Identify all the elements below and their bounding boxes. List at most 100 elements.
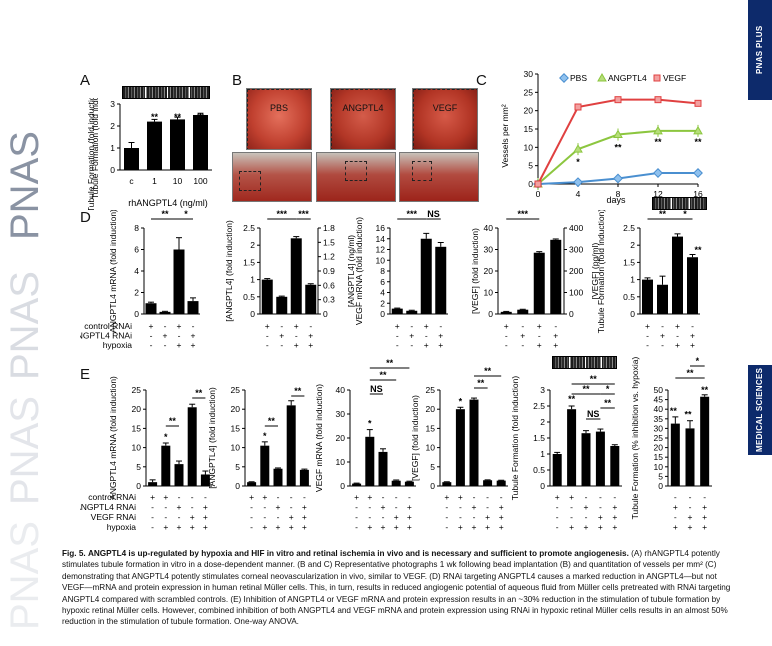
panel-e3-significance: * (368, 419, 372, 429)
chart-a-category-label: c (129, 176, 134, 186)
chart-d1-ytick-label: 0 (134, 309, 139, 319)
panel-d5-condition-sign: - (691, 321, 694, 331)
chart-d3-bar (435, 246, 447, 314)
caption-lead: Fig. 5. (62, 549, 86, 558)
panel-e1-bracket-b-label: ** (195, 388, 203, 398)
panel-e-condition-sign: + (177, 522, 182, 532)
panel-e5-significance: ** (568, 394, 576, 404)
panel-e2-condition-sign: - (250, 502, 253, 512)
panel-e3-condition-sign: + (407, 502, 412, 512)
panel-e4-condition-sign: - (486, 492, 489, 502)
chart-e5-bar (581, 433, 591, 486)
panel-e5-condition-sign: + (598, 512, 603, 522)
panel-d4-condition-sign: + (537, 340, 542, 350)
panel-e5-condition-sign: + (598, 522, 603, 532)
chart-e3-bar (391, 480, 401, 486)
chart-a-bar (193, 115, 208, 170)
chart-e3-ytick-label: 30 (336, 409, 346, 419)
chart-c-ytick-label: 15 (524, 124, 534, 134)
panel-e2-condition-sign: - (263, 502, 266, 512)
chart-d2-y2tick-label: 0.6 (323, 280, 335, 290)
photo-vegf-eye (399, 152, 479, 202)
panel-e3-condition-sign: + (381, 502, 386, 512)
chart-e2-bar (286, 405, 296, 486)
chart-e1-ytick-label: 25 (132, 385, 142, 395)
panel-e-condition-sign: - (164, 512, 167, 522)
chart-a-significance: ** (197, 112, 205, 122)
panel-d2-condition-sign: + (265, 321, 270, 331)
chart-c-significance: ** (654, 137, 662, 147)
medical-sciences-tab: MEDICAL SCIENCES (748, 365, 772, 455)
panel-e5-condition-sign: + (584, 522, 589, 532)
chart-d3-bar (406, 310, 418, 314)
chart-d4-ytick-label: 0 (488, 309, 493, 319)
chart-d3-bar (391, 308, 403, 314)
panel-d-condition-sign: + (149, 321, 154, 331)
chart-e5-ytick-label: 2 (540, 417, 545, 427)
chart-d4-y2tick-label: 100 (569, 288, 583, 298)
panel-e-condition-sign: + (203, 512, 208, 522)
panel-e5-condition-sign: - (556, 512, 559, 522)
chart-c-xtick-label: 0 (536, 189, 541, 199)
panel-e4-condition-sign: - (473, 512, 476, 522)
panel-e6-condition-sign: + (702, 522, 707, 532)
panel-d-condition-sign: + (191, 331, 196, 341)
panel-e2-bracket-a-label: ** (268, 416, 276, 426)
panel-c-xlabel: days (606, 195, 626, 205)
chart-a-significance: ** (151, 112, 159, 122)
chart-d4-y2tick-label: 300 (569, 245, 583, 255)
pnas-watermark-repeat-2: PNAS (3, 396, 47, 505)
chart-c-xtick-label: 8 (616, 189, 621, 199)
panel-d2-condition-sign: + (294, 340, 299, 350)
chart-e4-bar (455, 409, 465, 486)
photo-vegf-cornea: VEGF (412, 88, 478, 150)
panel-e-micrograph-strip (552, 356, 617, 369)
panel-e-condition-label: VEGF RNAi (91, 512, 136, 522)
chart-e5-ytick-label: 1.5 (533, 433, 545, 443)
panel-d5-condition-sign: - (676, 331, 679, 341)
chart-d2-bar (276, 296, 288, 314)
panel-e3-condition-sign: + (407, 522, 412, 532)
chart-d3-bar (420, 238, 432, 314)
chart-d2-ytick-label: 2 (250, 240, 255, 250)
panel-e-condition-sign: + (163, 522, 168, 532)
panel-e5-condition-sign: - (556, 502, 559, 512)
panel-d5-condition-sign: - (661, 340, 664, 350)
panel-d3-condition-sign: - (410, 321, 413, 331)
chart-c-point-vegf (694, 99, 702, 107)
chart-e1-ytick-label: 5 (136, 462, 141, 472)
chart-e4-bar (442, 482, 452, 486)
panel-e-condition-sign: - (178, 492, 181, 502)
panel-e5-condition-sign: + (555, 492, 560, 502)
chart-c-significance: ** (694, 137, 702, 147)
chart-a-ylabel: Tubule Formation (fold induction) (90, 98, 100, 199)
panel-d4-condition-sign: - (521, 321, 524, 331)
panel-e4-condition-sign: - (445, 512, 448, 522)
panel-e2-condition-sign: - (290, 502, 293, 512)
panel-e6-condition-sign: + (702, 512, 707, 522)
panel-e6-condition-sign: - (674, 492, 677, 502)
chart-e5-ytick-label: 0.5 (533, 465, 545, 475)
chart-d2-y2tick-label: 0.9 (323, 266, 335, 276)
panel-d3-condition-sign: + (395, 321, 400, 331)
chart-c-xtick-label: 12 (653, 189, 663, 199)
panel-d2-condition-sign: + (294, 321, 299, 331)
chart-d3-ytick-label: 0 (380, 309, 385, 319)
chart-e4-ytick-label: 5 (430, 462, 435, 472)
panel-e4-condition-sign: - (473, 492, 476, 502)
panel-e5-condition-sign: - (585, 512, 588, 522)
chart-d2-y2tick-label: 0 (323, 309, 328, 319)
panel-e4-condition-sign: - (445, 502, 448, 512)
chart-d3-ytick-label: 16 (376, 223, 386, 233)
panel-d5-condition-sign: - (661, 321, 664, 331)
panel-e2-condition-sign: + (262, 522, 267, 532)
panel-e2-condition-sign: - (277, 512, 280, 522)
panel-d-condition-label: hypoxia (103, 340, 133, 350)
panel-e-condition-sign: + (203, 522, 208, 532)
panel-d3-condition-sign: - (425, 331, 428, 341)
right-sidebar: PNAS PLUS MEDICAL SCIENCES (740, 0, 772, 641)
chart-d2-ylabel: [ANGPTL4] (fold induction) (224, 220, 234, 322)
panel-d4-condition-sign: - (505, 331, 508, 341)
